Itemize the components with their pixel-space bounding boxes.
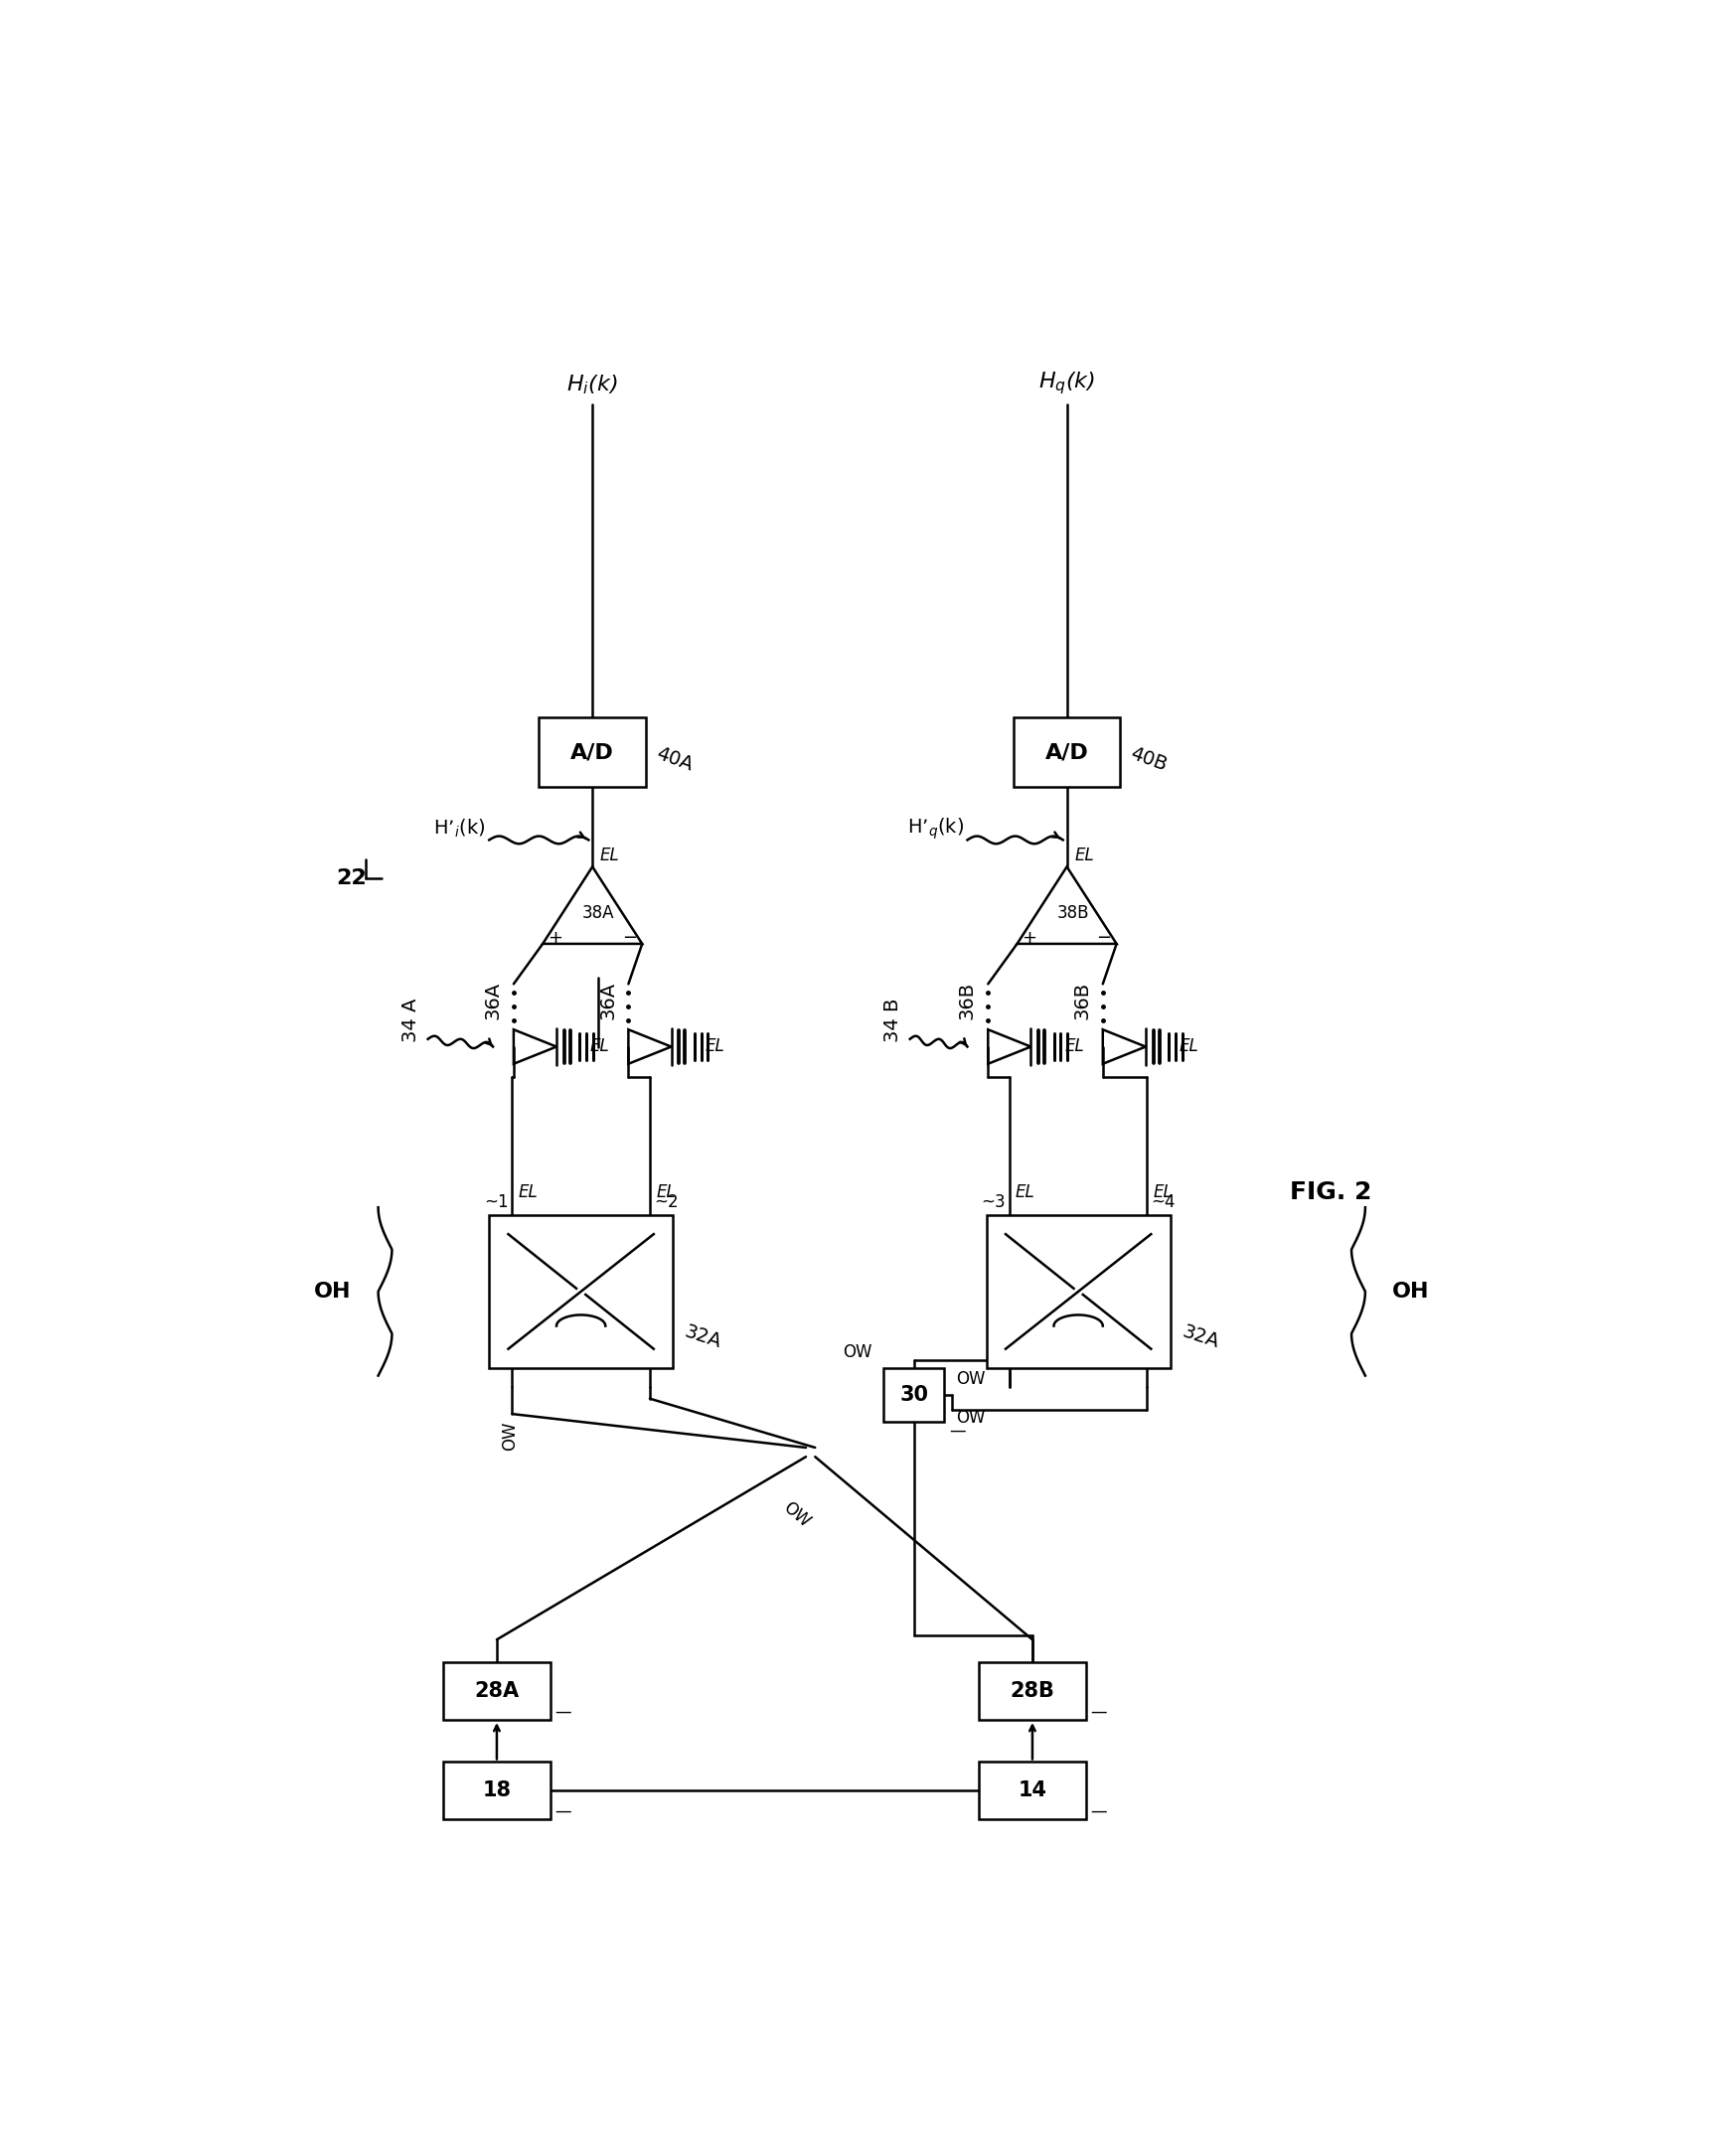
Text: OW: OW	[957, 1371, 986, 1388]
FancyBboxPatch shape	[443, 1761, 550, 1820]
Text: OW: OW	[842, 1343, 871, 1363]
Text: EL: EL	[601, 847, 620, 865]
Text: 36A: 36A	[484, 981, 502, 1020]
Text: 28B: 28B	[1010, 1682, 1055, 1701]
Text: −: −	[621, 929, 637, 946]
Text: OW: OW	[957, 1408, 986, 1427]
Text: +: +	[547, 929, 562, 946]
Text: FIG. 2: FIG. 2	[1290, 1179, 1371, 1203]
Text: EL: EL	[1064, 1037, 1085, 1056]
Text: 30: 30	[899, 1384, 929, 1406]
Text: $H_i$(k): $H_i$(k)	[566, 373, 618, 397]
Text: EL: EL	[1179, 1037, 1200, 1056]
Text: −: −	[1097, 929, 1111, 946]
Text: EL: EL	[656, 1184, 675, 1201]
FancyBboxPatch shape	[1014, 718, 1120, 787]
Text: 40A: 40A	[654, 744, 696, 774]
Text: 22: 22	[337, 869, 366, 888]
FancyBboxPatch shape	[884, 1369, 944, 1421]
Text: 14: 14	[1017, 1781, 1047, 1800]
Text: 34 B: 34 B	[884, 998, 903, 1041]
Text: ~3: ~3	[981, 1192, 1005, 1212]
Text: EL: EL	[590, 1037, 609, 1056]
FancyBboxPatch shape	[979, 1761, 1087, 1820]
Text: 34 A: 34 A	[401, 998, 420, 1041]
Text: EL: EL	[1075, 847, 1094, 865]
FancyBboxPatch shape	[986, 1216, 1170, 1369]
Text: 36B: 36B	[958, 981, 977, 1020]
Text: OH: OH	[1392, 1281, 1429, 1302]
Text: OH: OH	[314, 1281, 351, 1302]
Text: 36B: 36B	[1073, 981, 1092, 1020]
Text: ~4: ~4	[1151, 1192, 1175, 1212]
Text: $H_q$(k): $H_q$(k)	[1038, 371, 1095, 397]
FancyBboxPatch shape	[538, 718, 646, 787]
FancyBboxPatch shape	[490, 1216, 674, 1369]
Text: H’$_q$(k): H’$_q$(k)	[906, 815, 963, 841]
Text: 32A: 32A	[1179, 1322, 1220, 1352]
Text: —: —	[556, 1703, 571, 1720]
Text: A/D: A/D	[571, 742, 615, 761]
FancyBboxPatch shape	[443, 1662, 550, 1720]
Text: EL: EL	[1016, 1184, 1035, 1201]
Text: 40B: 40B	[1128, 744, 1170, 774]
Text: 38A: 38A	[582, 903, 615, 923]
Text: —: —	[556, 1802, 571, 1820]
Text: ~2: ~2	[654, 1192, 679, 1212]
Text: —: —	[1090, 1703, 1108, 1720]
Text: EL: EL	[705, 1037, 724, 1056]
Text: +: +	[1023, 929, 1036, 946]
Text: —: —	[1090, 1802, 1108, 1820]
Text: A/D: A/D	[1045, 742, 1088, 761]
Text: 28A: 28A	[474, 1682, 519, 1701]
Text: 32A: 32A	[682, 1322, 724, 1352]
Text: —: —	[950, 1421, 965, 1440]
FancyBboxPatch shape	[979, 1662, 1087, 1720]
Text: 38B: 38B	[1057, 903, 1088, 923]
Text: ~1: ~1	[484, 1192, 509, 1212]
Text: EL: EL	[519, 1184, 538, 1201]
Text: OW: OW	[500, 1421, 519, 1451]
Text: 36A: 36A	[599, 981, 618, 1020]
Text: OW: OW	[779, 1498, 814, 1531]
Text: H’$_i$(k): H’$_i$(k)	[434, 817, 486, 839]
Text: 18: 18	[483, 1781, 510, 1800]
Text: EL: EL	[1153, 1184, 1174, 1201]
